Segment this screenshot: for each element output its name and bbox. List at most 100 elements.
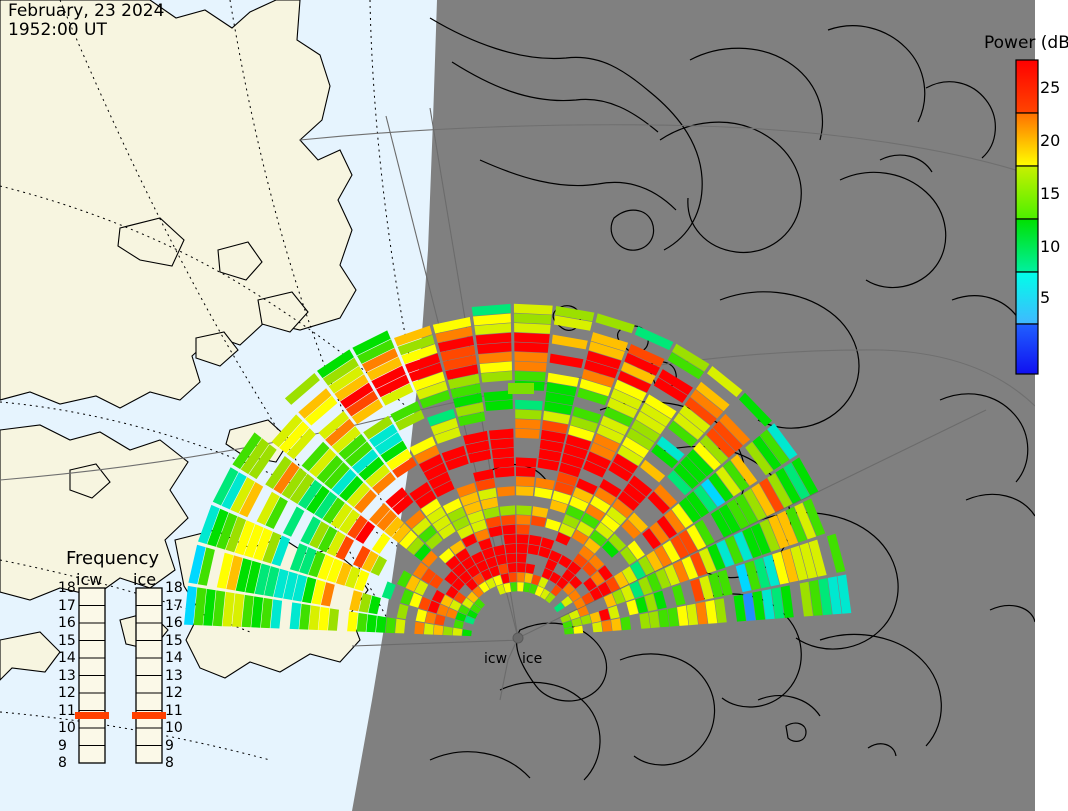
radar-cell <box>442 498 463 514</box>
radar-cell <box>395 618 406 634</box>
radar-cell <box>513 303 553 315</box>
radar-cell <box>385 487 408 509</box>
radar-cell <box>799 542 818 579</box>
radar-cell <box>600 415 629 436</box>
radar-cell <box>678 530 698 555</box>
radar-cell <box>751 483 776 517</box>
radar-cell <box>476 560 489 573</box>
radar-cell <box>481 371 513 383</box>
radar-cell <box>589 442 616 461</box>
radar-cell <box>534 487 553 499</box>
freq-tick-ice-10: 10 <box>165 720 183 736</box>
radar-cell <box>432 515 451 532</box>
radar-cell <box>471 551 485 564</box>
radar-cell <box>232 593 245 627</box>
radar-cell <box>363 415 393 440</box>
radar-cell <box>555 532 571 546</box>
radar-cell <box>449 599 462 612</box>
radar-cell <box>558 555 572 569</box>
radar-cell <box>358 456 385 481</box>
radar-cell <box>384 516 404 538</box>
radar-cell <box>653 377 688 403</box>
radar-cell <box>256 491 280 526</box>
radar-cell <box>354 569 370 592</box>
radar-cell <box>654 545 672 567</box>
frequency-legend-title: Frequency <box>66 548 159 569</box>
radar-cell <box>299 603 311 630</box>
freq-tick-ice-15: 15 <box>165 632 183 649</box>
radar-cell <box>584 537 601 554</box>
map-site-label-icw: icw <box>484 651 508 667</box>
radar-cell <box>724 535 744 565</box>
radar-cell <box>453 591 466 604</box>
radar-cell <box>651 444 679 469</box>
radar-cell <box>646 550 663 572</box>
radar-cell <box>430 418 459 436</box>
radar-cell <box>445 585 459 599</box>
radar-cell <box>216 552 234 589</box>
radar-cell <box>479 361 512 373</box>
radar-cell <box>248 444 277 480</box>
radar-cell <box>423 623 434 635</box>
radar-cell <box>569 575 583 589</box>
radar-cell <box>612 498 633 518</box>
radar-cell <box>409 482 432 501</box>
radar-cell <box>649 522 669 544</box>
radar-cell <box>744 560 761 591</box>
radar-cell <box>503 582 512 593</box>
freq-tick-icw-14: 14 <box>58 650 76 666</box>
radar-cell <box>670 535 689 559</box>
freq-marker-ice <box>132 712 166 719</box>
radar-cell <box>241 594 254 628</box>
radar-cell <box>361 348 399 373</box>
radar-cell <box>281 467 307 499</box>
radar-cell <box>414 580 429 596</box>
radar-cell <box>539 439 564 453</box>
radar-cell <box>673 463 699 489</box>
radar-cell <box>590 571 605 586</box>
radar-cell <box>642 528 661 550</box>
radar-cell <box>598 565 613 581</box>
radar-cell <box>483 506 500 519</box>
radar-cell <box>588 341 625 361</box>
radar-cell <box>525 563 536 574</box>
radar-cell <box>584 360 619 379</box>
radar-cell <box>203 588 216 626</box>
radar-cell <box>759 429 790 465</box>
radar-cell <box>188 544 206 585</box>
radar-cell <box>352 330 391 356</box>
radar-cell <box>461 533 478 548</box>
radar-cell <box>644 394 677 419</box>
radar-cell <box>791 457 819 496</box>
radar-cell <box>558 523 576 538</box>
radar-cell <box>598 608 611 621</box>
radar-cell <box>474 528 490 542</box>
radar-cell <box>595 522 614 540</box>
freq-tick-icw-16: 16 <box>58 615 76 631</box>
radar-cell <box>646 572 662 592</box>
radar-site-marker <box>512 632 524 644</box>
radar-cell <box>535 477 555 490</box>
radar-cell <box>686 524 707 550</box>
radar-cell <box>679 497 702 523</box>
radar-cell <box>356 612 368 632</box>
radar-cell <box>607 397 638 419</box>
radar-cell <box>742 527 762 558</box>
radar-cell <box>550 584 562 597</box>
radar-cell <box>775 467 801 504</box>
radar-cell <box>563 627 574 635</box>
radar-cell <box>473 313 511 326</box>
radar-cell <box>629 581 644 599</box>
radar-cell <box>686 603 699 626</box>
radar-cell <box>369 424 398 448</box>
radar-cell <box>301 441 330 472</box>
radar-cell <box>467 564 480 578</box>
frequency-column-ice-header: ice <box>133 570 157 589</box>
radar-cell <box>639 612 651 629</box>
radar-cell <box>491 447 514 459</box>
radar-cell <box>489 428 514 440</box>
radar-cell <box>441 445 467 462</box>
radar-cell <box>767 423 798 460</box>
radar-cell <box>501 515 516 526</box>
